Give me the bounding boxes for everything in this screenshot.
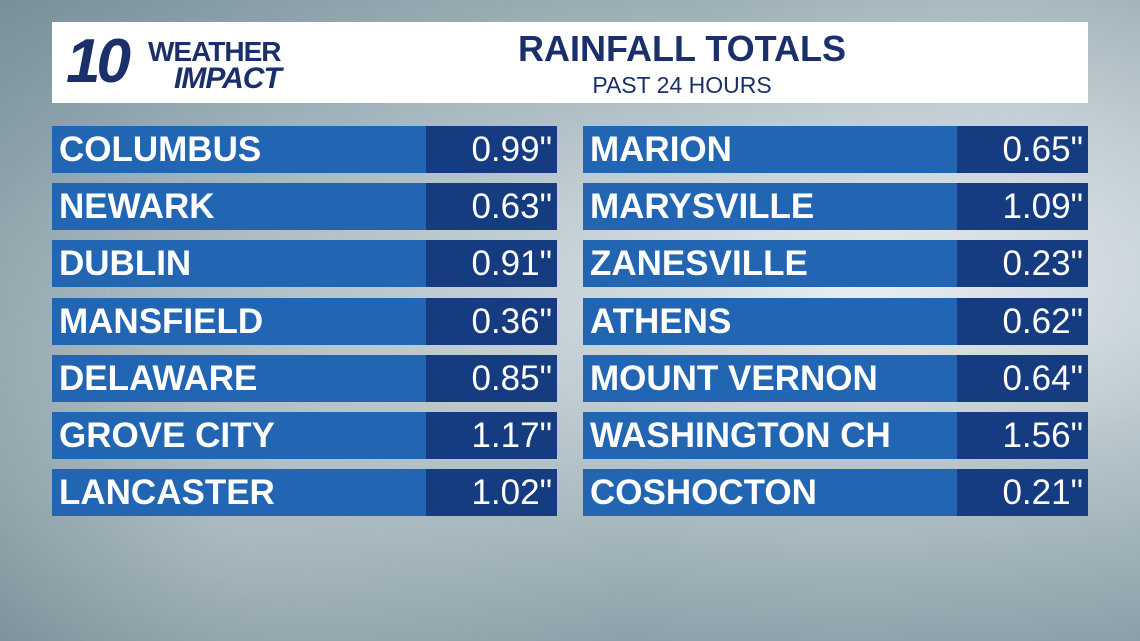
rainfall-value: 0.63" (426, 183, 557, 231)
city-name: MARION (583, 126, 958, 173)
rainfall-value: 0.91" (426, 240, 557, 288)
table-row: MANSFIELD 0.36" (52, 297, 557, 345)
city-name: DUBLIN (52, 240, 427, 288)
rainfall-value: 1.02" (426, 469, 557, 517)
title: RAINFALL TOTALS (518, 28, 846, 69)
city-name: MOUNT VERNON (583, 354, 958, 402)
city-name: ATHENS (583, 297, 958, 345)
city-name: GROVE CITY (52, 412, 427, 459)
city-name: DELAWARE (52, 354, 427, 402)
table-row: NEWARK 0.63" (52, 183, 557, 231)
table-row: WASHINGTON CH 1.56" (583, 412, 1088, 459)
table-row: GROVE CITY 1.17" (52, 412, 557, 459)
city-name: WASHINGTON CH (583, 412, 958, 459)
logo-line: IMPACT (174, 62, 282, 95)
table-row: COLUMBUS 0.99" (52, 126, 557, 173)
rainfall-value: 0.21" (957, 469, 1088, 517)
city-name: LANCASTER (52, 469, 427, 517)
rainfall-value: 1.56" (957, 412, 1088, 459)
logo-number: 10 (66, 27, 131, 96)
table-row: ZANESVILLE 0.23" (583, 240, 1088, 288)
logo-line: WEATHER (148, 36, 281, 67)
table-row: LANCASTER 1.02" (52, 469, 557, 517)
city-name: COSHOCTON (583, 469, 958, 517)
table-row: ATHENS 0.62" (583, 297, 1088, 345)
header: 10 WEATHER IMPACT RAINFALL TOTALS PAST 2… (52, 22, 1088, 103)
rainfall-value: 1.09" (957, 183, 1088, 231)
rainfall-value: 0.64" (957, 354, 1088, 402)
table-row: DELAWARE 0.85" (52, 354, 557, 402)
subtitle: PAST 24 HOURS (592, 72, 772, 98)
logo: 10 WEATHER IMPACT (66, 27, 336, 96)
table-row: MARION 0.65" (583, 126, 1088, 173)
rainfall-value: 0.23" (957, 240, 1088, 288)
table-row: MOUNT VERNON 0.64" (583, 354, 1088, 402)
rainfall-value: 0.36" (426, 297, 557, 345)
city-name: MANSFIELD (52, 297, 427, 345)
rainfall-value: 0.65" (957, 126, 1088, 173)
rainfall-value: 0.99" (426, 126, 557, 173)
rainfall-value: 1.17" (426, 412, 557, 459)
rainfall-value: 0.85" (426, 354, 557, 402)
city-name: COLUMBUS (52, 126, 427, 173)
rainfall-value: 0.62" (957, 297, 1088, 345)
city-name: ZANESVILLE (583, 240, 958, 288)
table-row: DUBLIN 0.91" (52, 240, 557, 288)
city-name: MARYSVILLE (583, 183, 958, 231)
city-name: NEWARK (52, 183, 427, 231)
table-row: MARYSVILLE 1.09" (583, 183, 1088, 231)
table-row: COSHOCTON 0.21" (583, 469, 1088, 517)
